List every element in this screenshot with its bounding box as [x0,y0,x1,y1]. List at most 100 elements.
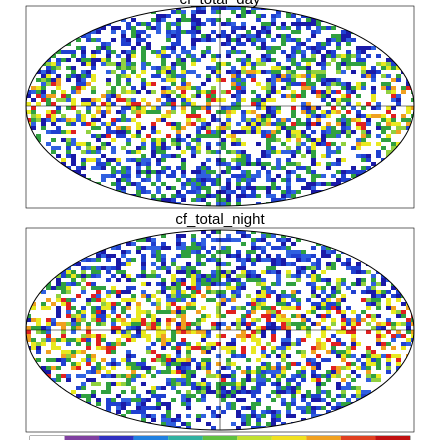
data-cell [86,70,91,74]
data-cell [51,114,56,118]
data-cell [336,286,341,290]
data-cell [241,382,246,386]
data-cell [101,46,106,50]
data-cell [141,70,146,74]
data-cell [261,30,266,34]
data-cell [126,106,131,110]
data-cell [211,66,216,70]
data-cell [61,270,66,274]
data-cell [361,282,366,286]
data-cell [346,82,351,86]
data-cell [176,298,181,302]
data-cell [186,30,191,34]
data-cell [111,146,116,150]
data-cell [286,66,291,70]
data-cell [76,310,81,314]
data-cell [211,246,216,250]
data-cell [336,110,341,114]
data-cell [256,282,261,286]
data-cell [66,286,71,290]
data-cell [361,46,366,50]
data-cell [116,362,121,366]
data-cell [196,362,201,366]
data-cell [306,126,311,130]
data-cell [321,66,326,70]
data-cell [286,58,291,62]
data-cell [206,382,211,386]
data-cell [121,178,126,182]
data-cell [276,238,281,242]
data-cell [126,58,131,62]
data-cell [91,62,96,66]
data-cell [136,234,141,238]
data-cell [276,418,281,422]
data-cell [296,306,301,310]
data-cell [101,190,106,194]
data-cell [106,350,111,354]
data-cell [26,334,31,338]
data-cell [326,38,331,42]
data-cell [281,306,286,310]
data-cell [126,126,131,130]
data-cell [386,258,391,262]
data-cell [141,82,146,86]
data-cell [166,198,171,202]
data-cell [351,362,356,366]
data-cell [156,186,161,190]
data-cell [381,254,386,258]
data-cell [181,242,186,246]
data-cell [381,130,386,134]
data-cell [276,278,281,282]
data-cell [231,82,236,86]
data-cell [176,26,181,30]
data-cell [381,278,386,282]
data-cell [286,38,291,42]
data-cell [371,362,376,366]
data-cell [66,298,71,302]
data-cell [216,310,221,314]
data-cell [86,414,91,418]
data-cell [331,38,336,42]
data-cell [86,410,91,414]
data-cell [46,130,51,134]
data-cell [266,378,271,382]
data-cell [331,150,336,154]
data-cell [356,30,361,34]
data-cell [241,318,246,322]
data-cell [331,230,336,234]
data-cell [341,314,346,318]
data-cell [256,18,261,22]
data-cell [376,126,381,130]
data-cell [346,382,351,386]
data-cell [406,286,411,290]
data-cell [26,278,31,282]
data-cell [146,34,151,38]
data-cell [396,254,401,258]
data-cell [261,38,266,42]
data-cell [176,322,181,326]
data-cell [156,174,161,178]
data-cell [61,406,66,410]
data-cell [351,318,356,322]
data-cell [26,410,31,414]
data-cell [41,122,46,126]
data-cell [311,362,316,366]
data-cell [221,130,226,134]
data-cell [291,114,296,118]
data-cell [306,58,311,62]
data-cell [291,290,296,294]
data-cell [306,122,311,126]
data-cell [341,410,346,414]
data-cell [26,402,31,406]
data-cell [131,62,136,66]
data-cell [261,86,266,90]
data-cell [251,190,256,194]
data-cell [281,74,286,78]
data-cell [341,70,346,74]
data-cell [26,302,31,306]
data-cell [41,234,46,238]
data-cell [161,242,166,246]
data-cell [186,178,191,182]
data-cell [141,46,146,50]
data-cell [191,26,196,30]
